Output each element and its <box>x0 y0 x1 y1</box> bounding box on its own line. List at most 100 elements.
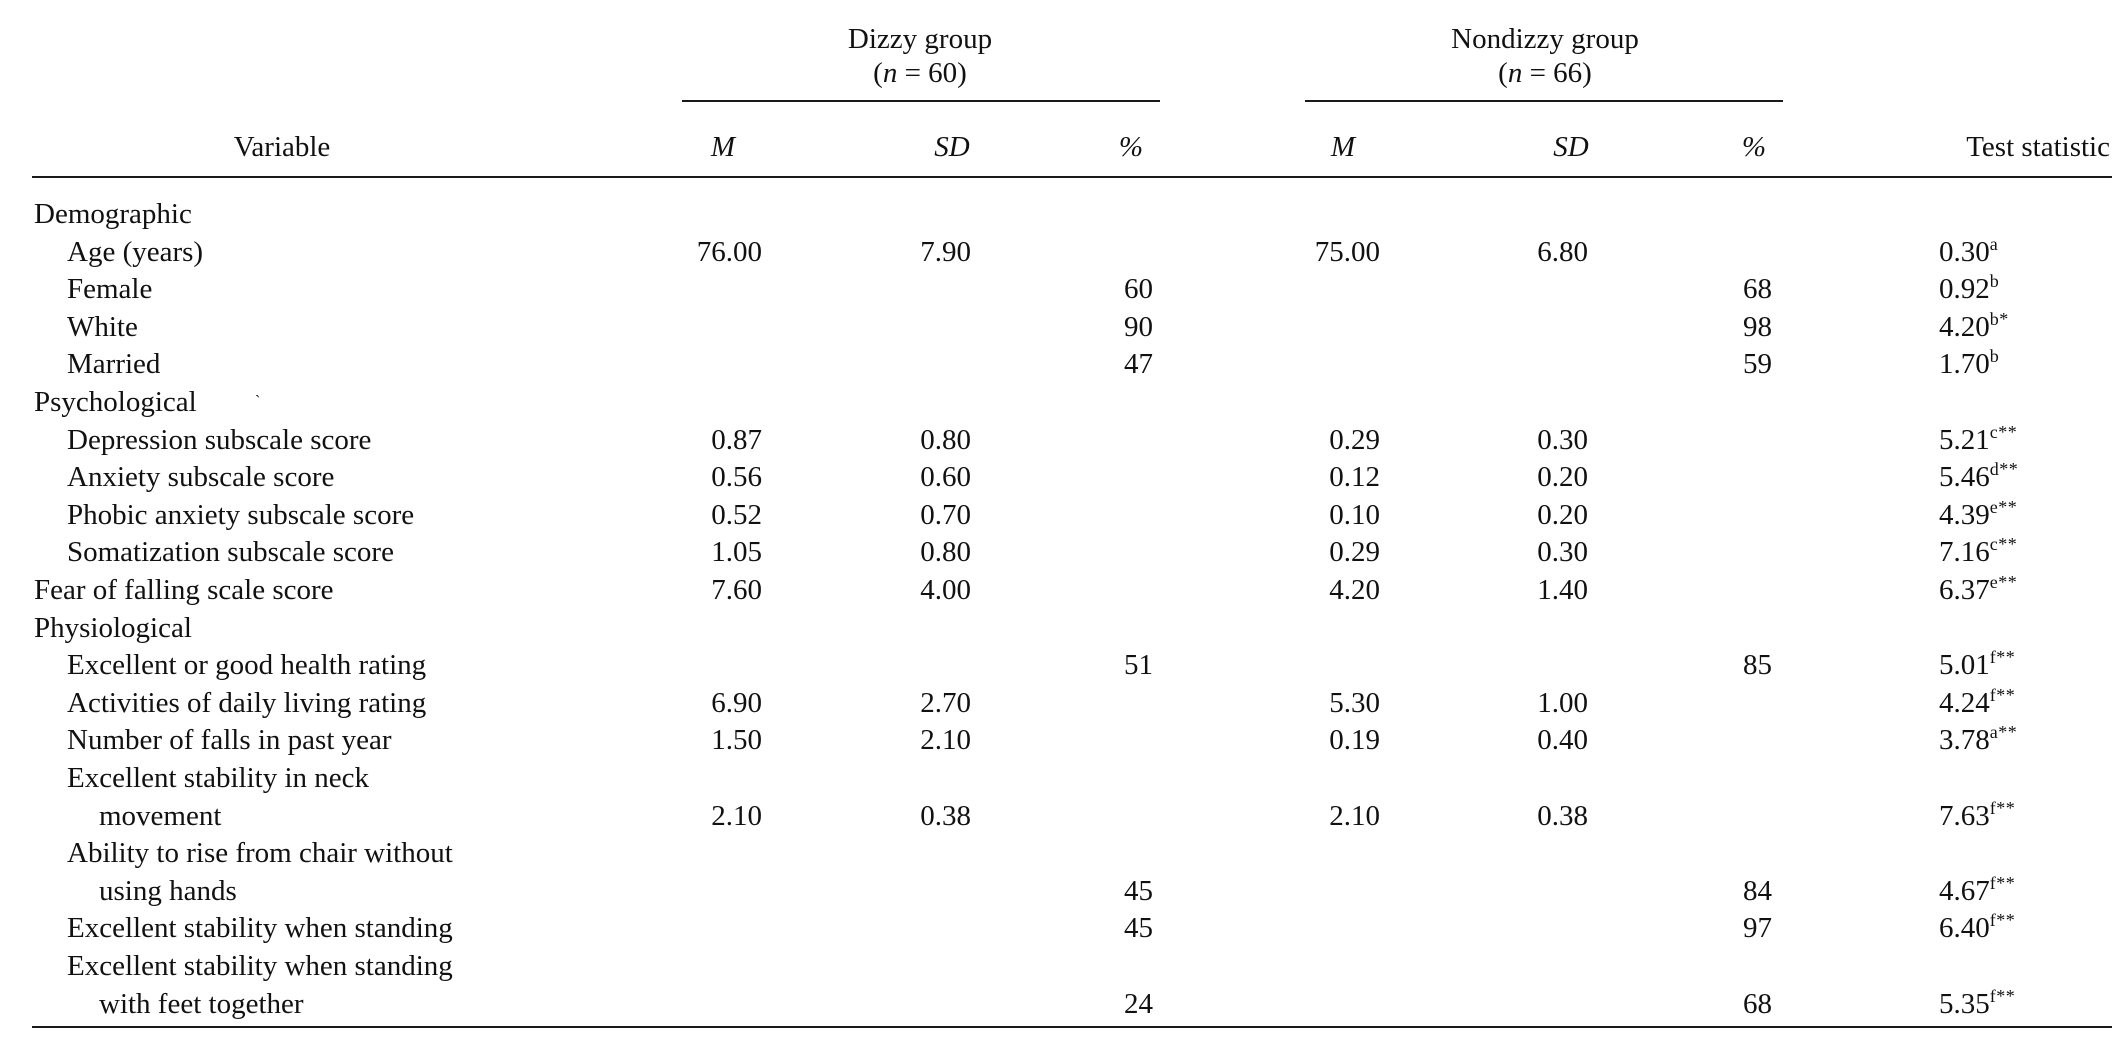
cell-test-statistic: 1.70b <box>1939 347 1999 379</box>
test-statistic-value: 7.63 <box>1939 799 1990 832</box>
cell-non-pct: 68 <box>1743 987 1772 1020</box>
test-statistic-value: 4.39 <box>1939 498 1990 531</box>
cell-dizzy-m: 6.90 <box>711 686 762 719</box>
cell-dizzy-pct: 45 <box>1124 912 1153 945</box>
cell-dizzy-pct: 90 <box>1124 310 1153 343</box>
cell-test-statistic: 0.92b <box>1939 272 1999 306</box>
cell-test-statistic: 4.20b* <box>1939 310 2009 342</box>
nondizzy-group-header: Nondizzy group (n = 66) <box>1451 22 1639 90</box>
dizzy-group-n: (n = 60) <box>873 57 967 89</box>
cell-dizzy-m: 1.05 <box>711 536 762 569</box>
cell-dizzy-sd: 0.38 <box>920 799 971 832</box>
cell-test-statistic: 4.67f** <box>1939 874 2015 907</box>
section-label: Demographic <box>34 198 192 230</box>
cell-dizzy-m: 76.00 <box>696 235 762 268</box>
nondizzy-group-rule <box>1305 100 1783 102</box>
dizzy-group-name: Dizzy group <box>847 23 993 55</box>
cell-non-m: 0.12 <box>1329 461 1380 494</box>
section-label: Psychological <box>34 386 197 418</box>
cell-non-m: 0.19 <box>1329 724 1380 757</box>
variable-label: Excellent or good health rating <box>67 649 427 682</box>
cell-dizzy-pct: 51 <box>1124 649 1153 682</box>
variable-label: Phobic anxiety subscale score <box>67 498 415 531</box>
dizzy-pct-header: % <box>1118 131 1144 163</box>
test-statistic-footnote: f** <box>1989 684 2016 705</box>
variable-label: White <box>67 310 138 343</box>
variable-label-continued: with feet together <box>99 987 304 1020</box>
variable-label: Married <box>67 348 161 381</box>
test-statistic-footnote: e** <box>1989 496 2018 517</box>
variable-label: Ability to rise from chair without <box>67 837 453 870</box>
test-statistic-value: 6.40 <box>1939 912 1990 945</box>
variable-label: Excellent stability when standing <box>67 950 453 982</box>
cell-non-m: 5.30 <box>1329 686 1380 719</box>
test-statistic-footnote: b <box>1989 346 2000 367</box>
cell-dizzy-sd: 0.60 <box>920 461 971 494</box>
cell-dizzy-sd: 4.00 <box>920 574 971 606</box>
test-statistic-value: 0.30 <box>1939 235 1990 268</box>
test-statistic-footnote: f** <box>1989 647 2016 668</box>
cell-dizzy-m: 1.50 <box>711 724 762 757</box>
cell-non-pct: 68 <box>1743 273 1772 306</box>
cell-non-pct: 98 <box>1743 310 1772 343</box>
cell-dizzy-m: 7.60 <box>711 574 762 606</box>
nondizzy-sd-header: SD <box>1553 131 1589 163</box>
cell-test-statistic: 3.78a** <box>1939 723 2017 757</box>
cell-dizzy-sd: 2.10 <box>920 724 971 757</box>
cell-non-m: 4.20 <box>1329 574 1380 606</box>
cell-dizzy-m: 0.87 <box>711 423 762 456</box>
test-statistic-value: 3.78 <box>1939 724 1990 757</box>
cell-dizzy-pct: 45 <box>1124 874 1153 907</box>
cell-dizzy-sd: 0.80 <box>920 423 971 456</box>
cell-non-sd: 6.80 <box>1537 235 1588 268</box>
test-statistic-footnote: a** <box>1989 722 2018 743</box>
variable-label: Fear of falling scale score <box>34 574 334 606</box>
cell-dizzy-pct: 47 <box>1124 348 1153 381</box>
test-statistic-value: 6.37 <box>1939 574 1990 606</box>
variable-label: Age (years) <box>67 235 204 268</box>
variable-label: Female <box>67 273 153 306</box>
cell-non-sd: 0.40 <box>1537 724 1588 757</box>
cell-dizzy-sd: 0.80 <box>920 536 971 569</box>
variable-label: Excellent stability when standing <box>67 912 453 945</box>
test-statistic-footnote: f** <box>1989 872 2016 893</box>
nondizzy-group-n: (n = 66) <box>1498 57 1592 89</box>
dizzy-sd-header: SD <box>934 131 970 163</box>
cell-non-m: 0.10 <box>1329 498 1380 531</box>
cell-dizzy-m: 0.52 <box>711 498 762 531</box>
test-statistic-value: 5.01 <box>1939 649 1990 682</box>
variable-label: Activities of daily living rating <box>67 686 427 719</box>
cell-non-sd: 0.20 <box>1537 498 1588 531</box>
cell-dizzy-m: 0.56 <box>711 461 762 494</box>
test-statistic-footnote: f** <box>1989 797 2016 818</box>
variable-label: Anxiety subscale score <box>67 461 335 494</box>
header-bottom-rule <box>32 176 2112 178</box>
cell-test-statistic: 4.39e** <box>1939 498 2017 531</box>
test-statistic-value: 5.46 <box>1939 461 1990 494</box>
variable-label-continued: using hands <box>99 874 237 907</box>
cell-test-statistic: 5.21c** <box>1939 423 2017 456</box>
variable-label-continued: movement <box>99 799 222 832</box>
test-statistic-value: 5.35 <box>1939 987 1990 1020</box>
cell-test-statistic: 4.24f** <box>1939 686 2015 718</box>
variable-label: Number of falls in past year <box>67 724 392 757</box>
cell-non-sd: 1.00 <box>1537 686 1588 719</box>
variable-label: Somatization subscale score <box>67 536 394 569</box>
cell-dizzy-m: 2.10 <box>711 799 762 832</box>
test-statistic-value: 0.92 <box>1939 273 1990 306</box>
test-statistic-value: 7.16 <box>1939 536 1990 569</box>
cell-test-statistic: 6.40f** <box>1939 911 2015 945</box>
cell-non-sd: 1.40 <box>1537 574 1588 606</box>
test-statistic-footnote: e** <box>1989 572 2018 592</box>
cell-dizzy-sd: 0.70 <box>920 498 971 531</box>
test-statistic-footnote: f** <box>1989 985 2016 1006</box>
cell-test-statistic: 6.37e** <box>1939 573 2017 606</box>
scan-artifact-mark: ` <box>255 393 261 410</box>
cell-test-statistic: 5.01f** <box>1939 648 2015 682</box>
cell-dizzy-pct: 60 <box>1124 273 1153 306</box>
test-statistic-footnote: d** <box>1989 459 2019 480</box>
cell-non-pct: 85 <box>1743 649 1772 682</box>
test-statistic-value: 5.21 <box>1939 423 1990 456</box>
dizzy-group-header: Dizzy group (n = 60) <box>848 22 992 90</box>
test-statistic-value: 4.67 <box>1939 874 1990 907</box>
